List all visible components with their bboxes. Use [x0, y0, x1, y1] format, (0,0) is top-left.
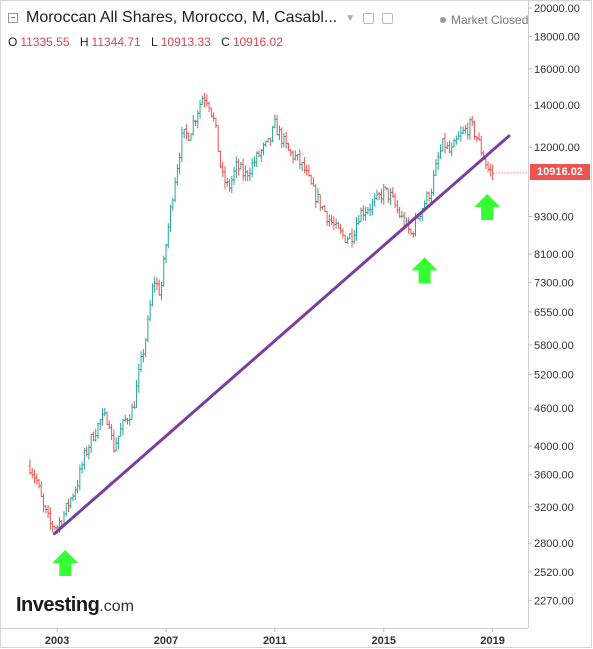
- y-tick-label: 5200.00: [534, 370, 574, 382]
- chart-title: Moroccan All Shares, Morocco, M, Casabl.…: [26, 9, 338, 26]
- y-tick-label: 9300.00: [534, 211, 574, 223]
- y-tick-label: 6550.00: [534, 307, 574, 319]
- x-tick-label: 2019: [480, 635, 504, 647]
- y-tick-label: 12000.00: [534, 142, 580, 154]
- y-tick-label: 3600.00: [534, 470, 574, 482]
- investing-logo: Investing.com: [16, 594, 134, 617]
- y-tick-label: 18000.00: [534, 32, 580, 44]
- collapse-icon[interactable]: [8, 13, 18, 23]
- up-arrow-icon: [411, 257, 438, 284]
- open-label: O: [8, 35, 18, 49]
- up-arrow-icon: [52, 550, 79, 577]
- high-value: 11344.71: [91, 35, 141, 49]
- y-tick-label: 16000.00: [534, 64, 580, 76]
- high-label: H: [79, 35, 89, 49]
- low-value: 10913.33: [160, 35, 211, 49]
- axes-layer: 20000.00 18000.00 16000.00 14000.00 12000.00…: [0, 0, 580, 647]
- up-arrow-icon: [474, 193, 501, 220]
- y-tick-label: 2520.00: [534, 567, 574, 579]
- x-tick-label: 2015: [372, 635, 396, 647]
- y-tick-label: 8100.00: [534, 249, 574, 261]
- y-tick-label: 20000.00: [534, 3, 580, 15]
- trendline: [52, 134, 511, 536]
- ohlc-readout: O 11335.55 H 11344.71 L 10913.33 C 10916.02: [8, 35, 290, 49]
- x-tick-label: 2003: [45, 635, 69, 647]
- logo-name: Investing: [16, 594, 100, 616]
- gear-icon[interactable]: [382, 12, 394, 24]
- chevron-down-icon[interactable]: ▼: [345, 12, 356, 24]
- overlay-layer: [52, 134, 528, 577]
- open-value: 11335.55: [20, 35, 70, 49]
- last-price-label: 10916.02: [530, 164, 590, 180]
- y-tick-label: 14000.00: [534, 100, 580, 112]
- x-tick-label: 2007: [154, 635, 178, 647]
- y-tick-label: 4000.00: [534, 441, 574, 453]
- close-label: C: [221, 35, 230, 49]
- close-value: 10916.02: [232, 35, 283, 49]
- chart-header: Moroccan All Shares, Morocco, M, Casabl.…: [8, 9, 394, 27]
- y-tick-label: 4600.00: [534, 403, 574, 415]
- low-label: L: [151, 35, 158, 49]
- status-dot-icon: [440, 17, 446, 23]
- logo-suffix: .com: [99, 598, 134, 615]
- market-status: Market Closed: [440, 13, 528, 27]
- x-tick-label: 2011: [263, 635, 287, 647]
- candles-layer: [28, 92, 495, 535]
- y-tick-label: 7300.00: [534, 277, 574, 289]
- market-status-text: Market Closed: [451, 13, 529, 27]
- y-tick-label: 2270.00: [534, 595, 574, 607]
- camera-icon[interactable]: [363, 12, 375, 24]
- y-tick-label: 2800.00: [534, 538, 574, 550]
- y-tick-label: 3200.00: [534, 502, 574, 514]
- y-tick-label: 5800.00: [534, 340, 574, 352]
